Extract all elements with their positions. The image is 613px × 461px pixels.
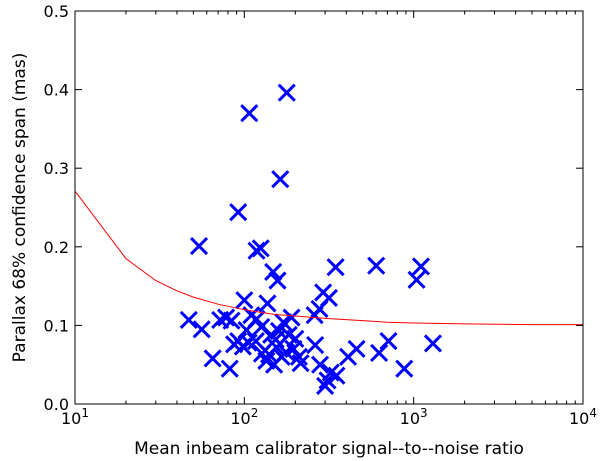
data-point-16 (258, 294, 277, 313)
data-point-19 (179, 310, 198, 329)
data-point-41 (239, 333, 258, 352)
x-tick-label-3: 104 (569, 406, 597, 428)
data-point-10 (367, 256, 386, 275)
y-tick-label-1: 0.1 (44, 316, 69, 335)
data-point-61 (395, 359, 414, 378)
data-point-2 (271, 170, 290, 189)
data-point-63 (318, 371, 337, 390)
data-point-8 (268, 271, 287, 290)
data-point-62 (423, 334, 443, 353)
y-tick-label-2: 0.2 (44, 238, 69, 257)
x-tick-label-0: 101 (61, 406, 89, 428)
data-point-9 (326, 258, 345, 277)
data-point-59 (370, 343, 389, 362)
ticks-layer: 101 102 103 104 0.0 0.1 0.2 0.3 0.4 0.5 (44, 2, 597, 428)
data-point-50 (289, 347, 308, 366)
data-point-6 (247, 241, 266, 260)
data-point-38 (220, 359, 239, 378)
data-point-7 (264, 262, 283, 282)
data-point-27 (192, 320, 211, 339)
data-point-56 (327, 366, 346, 385)
plot-data-layer (75, 83, 583, 395)
data-point-0 (240, 104, 259, 123)
data-point-53 (310, 355, 330, 374)
data-point-3 (229, 203, 248, 222)
x-tick-label-1: 102 (230, 406, 258, 428)
data-point-49 (265, 355, 284, 374)
data-point-22 (222, 311, 241, 330)
x-tick-label-2: 103 (400, 406, 428, 428)
fit-curve-line (75, 190, 583, 326)
y-tick-label-3: 0.3 (44, 159, 69, 178)
data-point-51 (291, 354, 310, 373)
y-tick-label-0: 0.0 (44, 395, 69, 414)
data-point-4 (189, 236, 209, 256)
data-point-15 (235, 291, 254, 310)
data-point-37 (203, 349, 222, 368)
data-point-11 (411, 257, 431, 276)
y-tick-label-4: 0.4 (44, 81, 69, 100)
data-point-48 (284, 339, 303, 359)
data-point-12 (407, 270, 426, 289)
data-point-1 (277, 83, 296, 102)
data-point-58 (347, 339, 366, 359)
data-point-45 (267, 338, 286, 357)
y-axis-label: Parallax 68% confidence span (mas) (10, 53, 30, 363)
x-axis-label: Mean inbeam calibrator signal--to--noise… (134, 439, 524, 459)
plot-frame (74, 10, 584, 405)
data-point-52 (306, 335, 325, 355)
y-tick-label-5: 0.5 (44, 2, 69, 21)
data-point-18 (305, 306, 324, 325)
data-point-60 (379, 332, 398, 351)
